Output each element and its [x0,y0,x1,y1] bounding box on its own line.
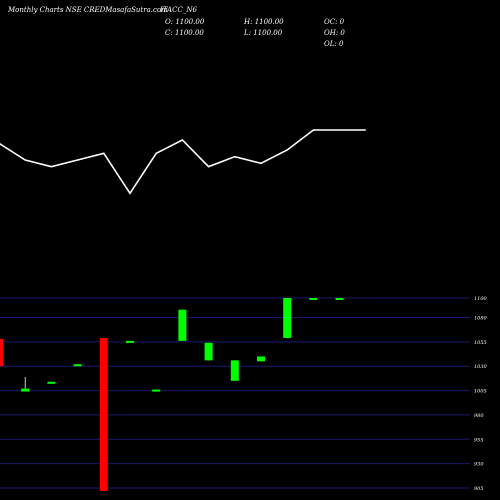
candle [126,340,134,343]
candle [283,298,292,338]
high-value: H: 1100.00 [244,18,284,26]
line-series [0,129,366,195]
candle [230,360,239,381]
candle-body [99,337,108,491]
candle [309,298,318,300]
candle [335,298,344,300]
candle-body [257,356,265,362]
y-tick-label: 1005 [474,389,487,395]
y-axis-ticks: 1100 1080 1055 1030 1005 980 955 930 905 [474,296,488,492]
candle-body [230,360,239,381]
symbol-label: ITACC_N6 [160,6,197,14]
y-tick-label: 980 [474,413,484,419]
y-tick-label: 1055 [474,340,487,346]
y-tick-label: 1100 [474,296,488,302]
ol-value: OL: 0 [324,40,344,48]
candle [257,356,265,362]
candle-body [0,338,3,367]
candle-body [335,298,344,300]
y-tick-label: 955 [474,437,484,443]
candles [0,298,344,491]
y-tick-label: 930 [474,462,484,468]
candle-body [21,388,30,392]
candle [178,309,187,341]
candle-body [152,389,161,392]
overlay-line [0,129,366,195]
candle [204,342,213,361]
low-value: L: 1100.00 [244,29,283,37]
chart-title: Monthly Charts NSE CREDMasafaSutra.com [8,6,168,14]
candle [99,337,108,491]
candle-body [178,309,187,341]
candle-body [309,298,318,300]
candle-body [73,364,82,367]
open-value: O: 1100.00 [165,18,205,26]
y-tick-label: 1030 [474,364,488,370]
candle-body [47,381,56,384]
candle-body [283,298,292,338]
candle [73,364,82,367]
y-tick-label: 905 [474,486,484,492]
grid-lines [0,297,470,489]
candle [21,376,30,392]
candle [47,381,56,384]
oc-value: OC: 0 [324,18,345,26]
candle-body [126,340,134,343]
candle-body [204,342,213,361]
candle [152,389,161,392]
close-value: C: 1100.00 [165,29,204,37]
y-tick-label: 1080 [474,315,488,321]
candle [0,338,3,367]
oh-value: OH: 0 [324,29,345,37]
